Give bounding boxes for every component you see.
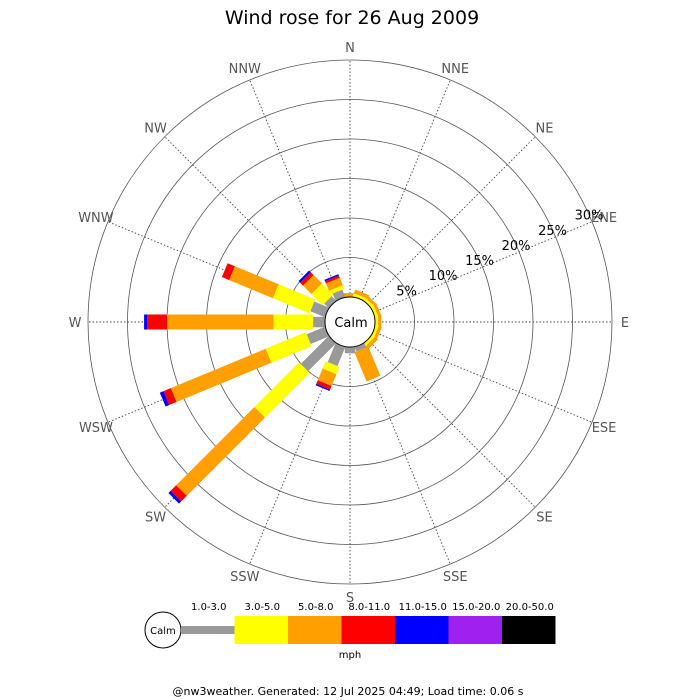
grid-ring-6 bbox=[87, 59, 613, 585]
calm-label: Calm bbox=[334, 316, 367, 331]
bar-se-3.0-5.0 bbox=[362, 334, 376, 348]
direction-label-sse: SSE bbox=[443, 570, 468, 585]
bar-e-5.0-8.0 bbox=[378, 314, 382, 330]
bar-wsw-8.0-11.0 bbox=[163, 388, 177, 405]
bar-nw-11.0-15.0 bbox=[298, 270, 311, 283]
bar-wsw-5.0-8.0 bbox=[170, 348, 272, 402]
bar-ene-5.0-8.0 bbox=[373, 303, 382, 319]
radial-label-5: 5% bbox=[396, 284, 417, 299]
direction-label-se: SE bbox=[536, 510, 552, 525]
bar-ssw-5.0-8.0 bbox=[317, 368, 337, 386]
polar-grid: N NNE NE ENE E ESE SE SSE S SSW SW WSW W WNW NW NNW bbox=[69, 41, 630, 606]
legend-swatch-5.0-8.0 bbox=[288, 616, 342, 644]
direction-label-wsw: WSW bbox=[79, 421, 113, 436]
direction-label-sw: SW bbox=[145, 510, 166, 525]
bar-sw-5.0-8.0 bbox=[176, 407, 265, 496]
radial-label-30: 30% bbox=[575, 209, 604, 224]
bar-ssw-1.0-3.0 bbox=[327, 343, 346, 367]
speed-legend: Calm 1.0-3.0 3.0-5.0 5.0-8.0 8.0-11.0 11.0-15… bbox=[144, 602, 556, 661]
spoke-ene bbox=[372, 221, 593, 313]
wind-bars bbox=[144, 263, 382, 504]
radial-tick-labels: 5% 10% 15% 20% 25% 30% bbox=[396, 209, 603, 300]
direction-label-ssw: SSW bbox=[230, 570, 260, 585]
bar-ssw-11.0-15.0 bbox=[315, 383, 331, 391]
radial-label-25: 25% bbox=[538, 224, 567, 239]
legend-label-11.0-15.0: 11.0-15.0 bbox=[399, 602, 447, 613]
bar-nnw-5.0-8.0 bbox=[325, 277, 343, 291]
legend-swatch-20.0-50.0 bbox=[502, 616, 556, 644]
legend-swatch-1.0-3.0 bbox=[181, 626, 235, 634]
bar-wsw-11.0-15.0 bbox=[159, 391, 170, 407]
bar-ssw-3.0-5.0 bbox=[322, 361, 340, 375]
bar-sw-1.0-3.0 bbox=[300, 336, 336, 372]
legend-label-5.0-8.0: 5.0-8.0 bbox=[298, 602, 333, 613]
direction-label-nne: NNE bbox=[441, 62, 469, 77]
calm-center: Calm bbox=[324, 296, 376, 348]
direction-label-ne: NE bbox=[535, 122, 553, 137]
bar-w-1.0-3.0 bbox=[313, 316, 325, 328]
legend-swatch-3.0-5.0 bbox=[234, 616, 288, 644]
bar-w-11.0-15.0 bbox=[144, 314, 148, 330]
bar-nnw-3.0-5.0 bbox=[329, 285, 345, 295]
legend-swatch-15.0-20.0 bbox=[448, 616, 502, 644]
direction-label-n: N bbox=[345, 41, 355, 56]
bar-w-3.0-5.0 bbox=[273, 314, 314, 330]
spoke-se bbox=[367, 339, 536, 508]
legend-label-1.0-3.0: 1.0-3.0 bbox=[191, 602, 226, 613]
legend-label-15.0-20.0: 15.0-20.0 bbox=[452, 602, 500, 613]
bar-sse-1.0-3.0 bbox=[354, 343, 367, 352]
legend-label-20.0-50.0: 20.0-50.0 bbox=[506, 602, 554, 613]
bar-sw-8.0-11.0 bbox=[170, 485, 187, 502]
legend-calm-label: Calm bbox=[150, 626, 176, 637]
direction-label-wnw: WNW bbox=[78, 211, 114, 226]
bar-se-5.0-8.0 bbox=[364, 336, 378, 350]
radial-label-20: 20% bbox=[502, 239, 531, 254]
bar-wnw-3.0-5.0 bbox=[272, 284, 316, 314]
direction-label-nnw: NNW bbox=[229, 62, 261, 77]
spoke-ne bbox=[367, 136, 536, 305]
legend-swatch-11.0-15.0 bbox=[395, 616, 449, 644]
bar-wsw-1.0-3.0 bbox=[306, 326, 329, 344]
bar-sw-11.0-15.0 bbox=[168, 490, 182, 504]
legend-swatch-8.0-11.0 bbox=[341, 616, 395, 644]
bar-s-1.0-3.0 bbox=[344, 347, 356, 354]
legend-unit: mph bbox=[339, 650, 361, 661]
bar-sw-3.0-5.0 bbox=[254, 362, 310, 418]
legend-label-3.0-5.0: 3.0-5.0 bbox=[245, 602, 280, 613]
radial-label-15: 15% bbox=[465, 254, 494, 269]
chart-title: Wind rose for 26 Aug 2009 bbox=[225, 7, 479, 29]
bar-wsw-3.0-5.0 bbox=[265, 332, 312, 363]
spoke-ese bbox=[372, 331, 593, 423]
bar-nnw-11.0-15.0 bbox=[324, 274, 339, 282]
bar-wnw-8.0-11.0 bbox=[221, 263, 235, 281]
spoke-nnw bbox=[249, 79, 341, 300]
calm-circle bbox=[324, 296, 376, 348]
footer-text: @nw3weather. Generated: 12 Jul 2025 04:4… bbox=[173, 685, 524, 698]
bar-nw-8.0-11.0 bbox=[300, 272, 314, 286]
bar-nw-1.0-3.0 bbox=[324, 296, 336, 308]
direction-label-ene: ENE bbox=[591, 211, 617, 226]
bar-wnw-1.0-3.0 bbox=[310, 301, 329, 318]
direction-label-e: E bbox=[621, 316, 629, 331]
bar-nw-5.0-8.0 bbox=[303, 275, 322, 294]
bar-ssw-8.0-11.0 bbox=[316, 380, 332, 390]
radial-label-10: 10% bbox=[429, 269, 458, 284]
bar-wnw-5.0-8.0 bbox=[229, 266, 279, 299]
spoke-nne bbox=[359, 79, 451, 300]
bar-w-5.0-8.0 bbox=[167, 314, 274, 330]
bar-nw-3.0-5.0 bbox=[311, 283, 334, 306]
direction-label-w: W bbox=[69, 316, 82, 331]
bar-nnw-8.0-11.0 bbox=[325, 275, 340, 284]
direction-label-ese: ESE bbox=[592, 421, 617, 436]
bar-sse-5.0-8.0 bbox=[354, 346, 381, 382]
legend-label-8.0-11.0: 8.0-11.0 bbox=[348, 602, 390, 613]
spoke-sse bbox=[359, 344, 451, 565]
direction-label-s: S bbox=[346, 591, 354, 606]
bar-w-8.0-11.0 bbox=[147, 314, 167, 330]
direction-label-nw: NW bbox=[144, 122, 167, 137]
